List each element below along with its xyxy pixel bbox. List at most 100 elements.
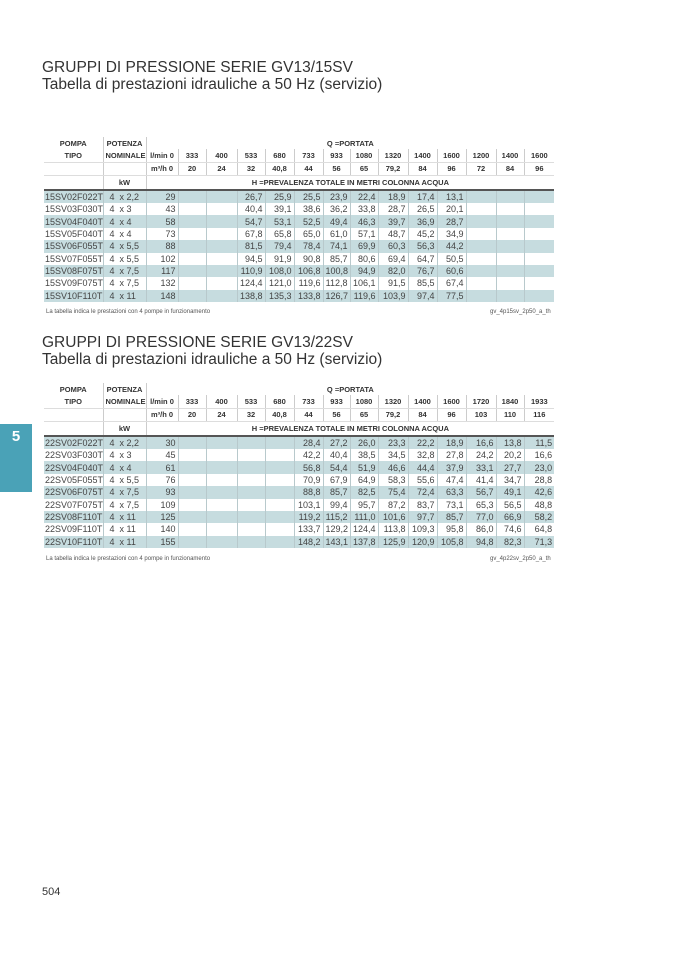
table-cell: 120,9: [407, 535, 437, 549]
section-tab[interactable]: 5: [0, 424, 32, 492]
table-cell: [264, 535, 294, 549]
power-kw: 4 x 5,5: [102, 473, 146, 487]
table-cell: 73,1: [436, 498, 466, 511]
table-cell: 109,3: [407, 523, 437, 536]
table1-note: La tabella indica le prestazioni con 4 p…: [46, 309, 211, 315]
table-cell: 79,4: [264, 240, 294, 253]
table-cell: [523, 264, 555, 278]
pump-model: 22SV02F022T: [44, 434, 103, 449]
table-cell: [523, 215, 555, 228]
table-cell: [523, 202, 555, 216]
flow-lmin: 1600: [436, 149, 466, 163]
table-cell: 39,7: [377, 215, 408, 228]
table-cell: 71,3: [523, 535, 555, 549]
table-cell: 76,7: [407, 264, 437, 278]
pump-model: 22SV06F075T: [44, 486, 104, 499]
flow-lmin: 400: [205, 149, 237, 163]
table-cell: [465, 252, 496, 265]
table-cell: 91,9: [264, 252, 294, 265]
table-cell: 42,6: [523, 486, 555, 499]
table-row: 15SV04F040T 4 x 4 58 54,7 53,1 52,5 49,4 46,3 39…: [44, 215, 555, 228]
table-cell: [523, 289, 555, 303]
pump-model: 15SV09F075T: [45, 278, 104, 289]
power-kw: 4 x 3: [102, 448, 146, 462]
table-cell: 113,8: [377, 523, 408, 536]
table-cell: 23,3: [377, 434, 408, 449]
table-cell: 64,9: [349, 473, 378, 487]
header-pompa: POMPA: [59, 138, 87, 148]
table-cell: 16,6: [465, 434, 496, 449]
flow-m3h: 40,8: [264, 408, 294, 423]
table-cell: 111,0: [349, 510, 378, 524]
flow-m3h: 44: [293, 408, 323, 423]
table-cell: [177, 448, 206, 462]
table-cell: 124,4: [349, 523, 378, 536]
flow-lmin: 1600: [523, 149, 555, 163]
header-potenza: POTENZA: [102, 137, 146, 150]
table-cell: [205, 252, 237, 265]
table-cell: 27,8: [436, 448, 466, 462]
table-row: 22SV10F110T 4 x 11 155 148,2 143,1 137,8 125,9…: [44, 535, 555, 549]
pump-model: 15SV02F022T: [44, 188, 103, 203]
power-kw: 4 x 4: [102, 215, 146, 228]
flow-lmin: 680: [264, 395, 294, 409]
table-cell: 55,6: [407, 473, 437, 487]
table-cell: 61,0: [322, 227, 350, 241]
table-cell: 58,3: [377, 473, 408, 487]
table-cell: 69,9: [349, 240, 378, 253]
pump-model: 22SV09F110T: [45, 524, 103, 535]
table-cell: 85,5: [407, 277, 437, 290]
table-cell: 56,7: [465, 486, 496, 499]
power-kw: 4 x 2,2: [102, 188, 146, 203]
table-cell: 87,2: [377, 498, 408, 511]
table-cell: 36,9: [407, 215, 437, 228]
table-cell: 67,9: [322, 473, 350, 487]
table-cell: [523, 277, 555, 290]
table-cell: [264, 448, 294, 462]
table-cell: [205, 510, 237, 524]
table-cell: 34,7: [495, 473, 524, 487]
flow-m3h: 56: [322, 408, 350, 423]
table-cell: 43: [145, 202, 178, 216]
table-cell: [264, 510, 294, 524]
table-cell: [205, 523, 237, 536]
table-cell: [236, 523, 265, 536]
flow-m3h: 65: [349, 408, 378, 423]
table-cell: 77,5: [436, 289, 466, 303]
table-cell: [236, 498, 265, 511]
table-cell: 140: [145, 523, 178, 536]
table-cell: 82,3: [495, 535, 524, 549]
table-cell: 94,8: [465, 535, 496, 549]
table-cell: 81,5: [236, 240, 265, 253]
flow-m3h: 84: [407, 162, 437, 177]
table-cell: [177, 289, 206, 303]
table-cell: [264, 498, 294, 511]
table-cell: [177, 264, 206, 278]
table-row: 22SV08F110T 4 x 11 125 119,2 115,2 111,0 101,6…: [44, 510, 555, 524]
table-cell: [177, 486, 206, 499]
flow-lmin: 1320: [377, 395, 408, 409]
table1-subtitle: Tabella di prestazioni idrauliche a 50 H…: [42, 76, 383, 93]
table-cell: [264, 486, 294, 499]
pump-model: 22SV07F075T: [45, 499, 104, 510]
table-cell: 45: [145, 448, 178, 462]
table2-code: gv_4p22sv_2p50_a_th: [490, 556, 551, 562]
table-cell: 124,4: [236, 277, 265, 290]
table-row: 22SV05F055T 4 x 5,5 76 70,9 67,9 64,9 58,3 55,6…: [44, 473, 555, 487]
power-kw: 4 x 11: [102, 289, 146, 303]
table-cell: [205, 448, 237, 462]
table-cell: [177, 461, 206, 474]
table-cell: [205, 289, 237, 303]
table-cell: [495, 240, 524, 253]
header-empty: [44, 162, 103, 177]
table-cell: 46,3: [349, 215, 378, 228]
table-cell: 34,5: [377, 448, 408, 462]
table-row: 22SV02F022T 4 x 2,2 30 28,4 27,2 26,0 23,3 22,2…: [44, 434, 555, 449]
flow-m3h: 32: [236, 408, 265, 423]
power-kw: 4 x 7,5: [102, 277, 146, 290]
table-cell: [177, 498, 206, 511]
header-empty: [44, 176, 103, 190]
table-cell: 129,2: [322, 523, 350, 536]
table-cell: 61: [145, 461, 178, 474]
pump-model: 22SV05F055T: [45, 474, 104, 485]
